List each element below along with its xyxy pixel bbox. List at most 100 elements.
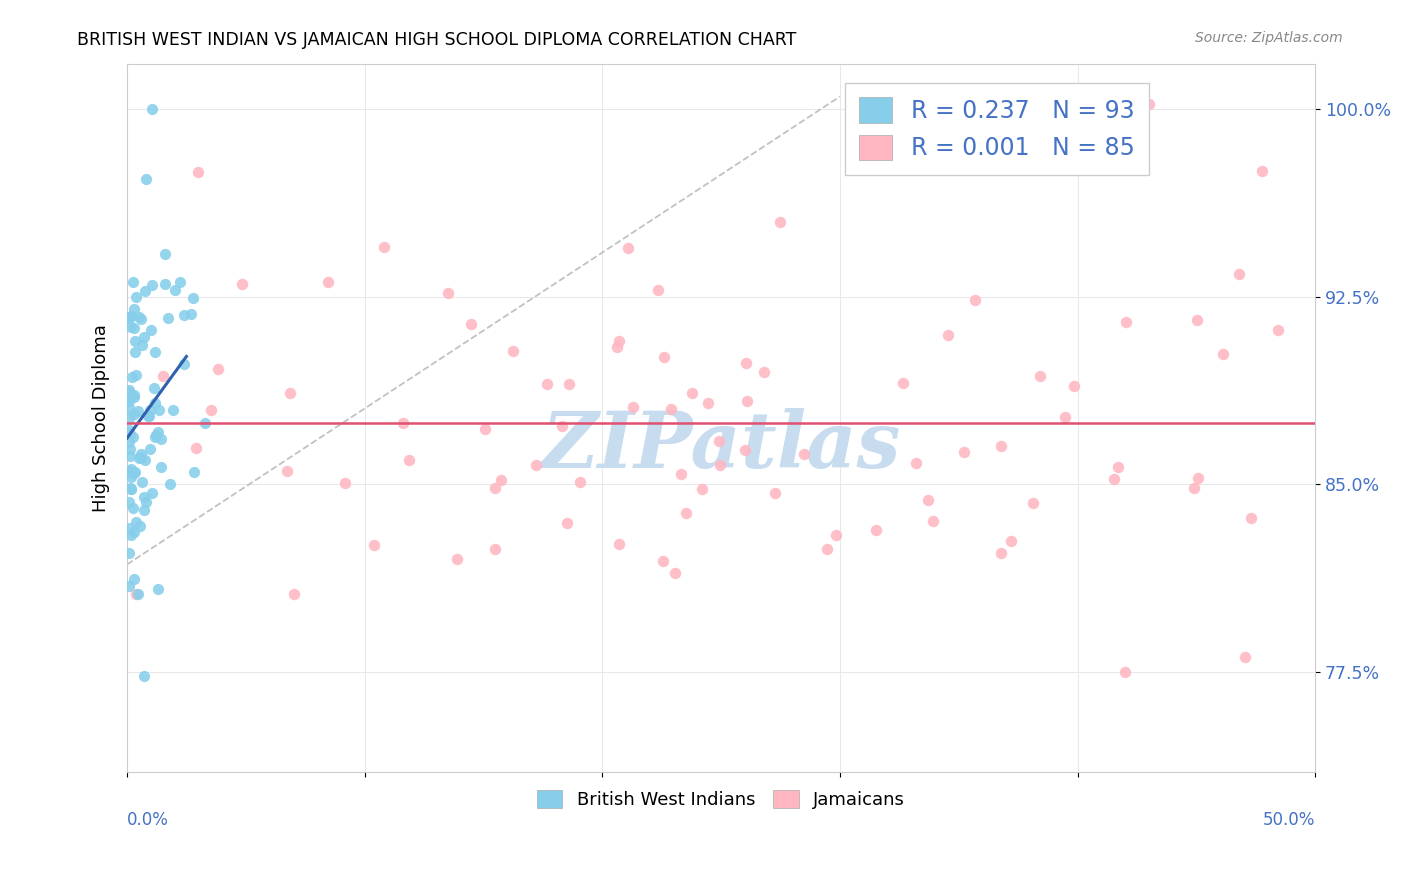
Point: [165, 284, 187, 298]
Point: [125, 587, 148, 601]
Point: [1102, 472, 1125, 486]
Point: [120, 482, 142, 496]
Point: [118, 426, 141, 441]
Point: [124, 302, 146, 317]
Point: [139, 323, 162, 337]
Point: [398, 453, 420, 467]
Point: [122, 430, 145, 444]
Point: [169, 275, 191, 289]
Point: [669, 467, 692, 481]
Point: [118, 310, 141, 325]
Point: [122, 390, 145, 404]
Point: [936, 328, 959, 343]
Point: [134, 490, 156, 504]
Point: [659, 401, 682, 416]
Point: [145, 428, 167, 442]
Point: [1114, 665, 1136, 679]
Point: [681, 386, 703, 401]
Point: [143, 429, 166, 443]
Point: [121, 369, 143, 384]
Point: [1054, 409, 1077, 424]
Point: [551, 418, 574, 433]
Point: [118, 310, 141, 325]
Point: [231, 277, 253, 291]
Point: [1182, 481, 1205, 495]
Point: [135, 172, 157, 186]
Point: [652, 351, 675, 365]
Point: [146, 425, 169, 440]
Point: [1251, 164, 1274, 178]
Text: 50.0%: 50.0%: [1263, 811, 1315, 829]
Point: [276, 464, 298, 478]
Point: [139, 442, 162, 456]
Point: [1115, 315, 1137, 329]
Point: [558, 376, 581, 391]
Point: [183, 465, 205, 479]
Point: [815, 541, 838, 556]
Point: [124, 321, 146, 335]
Point: [118, 411, 141, 425]
Point: [392, 417, 415, 431]
Point: [120, 319, 142, 334]
Point: [138, 409, 160, 423]
Point: [183, 291, 205, 305]
Point: [1029, 369, 1052, 384]
Point: [952, 444, 974, 458]
Point: [502, 344, 524, 359]
Point: [607, 537, 630, 551]
Point: [118, 579, 141, 593]
Point: [825, 527, 848, 541]
Point: [145, 396, 167, 410]
Point: [769, 215, 792, 229]
Point: [446, 552, 468, 566]
Point: [129, 518, 152, 533]
Text: Source: ZipAtlas.com: Source: ZipAtlas.com: [1195, 31, 1343, 45]
Point: [373, 240, 395, 254]
Point: [118, 392, 141, 406]
Point: [125, 515, 148, 529]
Point: [118, 394, 141, 409]
Point: [1212, 347, 1234, 361]
Point: [153, 247, 176, 261]
Point: [180, 307, 202, 321]
Point: [159, 477, 181, 491]
Point: [793, 448, 815, 462]
Point: [1240, 511, 1263, 525]
Point: [122, 388, 145, 402]
Point: [664, 566, 686, 580]
Point: [124, 465, 146, 479]
Point: [921, 514, 943, 528]
Point: [536, 376, 558, 391]
Point: [1000, 534, 1022, 549]
Point: [129, 312, 152, 326]
Point: [135, 494, 157, 508]
Point: [122, 466, 145, 480]
Point: [207, 362, 229, 376]
Point: [333, 476, 356, 491]
Point: [129, 447, 152, 461]
Point: [122, 275, 145, 289]
Point: [120, 482, 142, 496]
Point: [1137, 97, 1160, 112]
Point: [128, 451, 150, 466]
Point: [155, 277, 177, 292]
Point: [187, 164, 209, 178]
Point: [136, 409, 159, 424]
Point: [460, 317, 482, 331]
Point: [122, 572, 145, 586]
Point: [129, 450, 152, 465]
Point: [194, 417, 217, 431]
Point: [484, 542, 506, 557]
Point: [1022, 496, 1045, 510]
Point: [118, 434, 141, 449]
Point: [118, 546, 141, 560]
Point: [143, 381, 166, 395]
Point: [1267, 323, 1289, 337]
Point: [568, 475, 591, 489]
Point: [555, 516, 578, 530]
Legend: British West Indians, Jamaicans: British West Indians, Jamaicans: [530, 782, 912, 816]
Text: BRITISH WEST INDIAN VS JAMAICAN HIGH SCHOOL DIPLOMA CORRELATION CHART: BRITISH WEST INDIAN VS JAMAICAN HIGH SCH…: [77, 31, 797, 49]
Point: [437, 285, 460, 300]
Point: [120, 462, 142, 476]
Point: [125, 290, 148, 304]
